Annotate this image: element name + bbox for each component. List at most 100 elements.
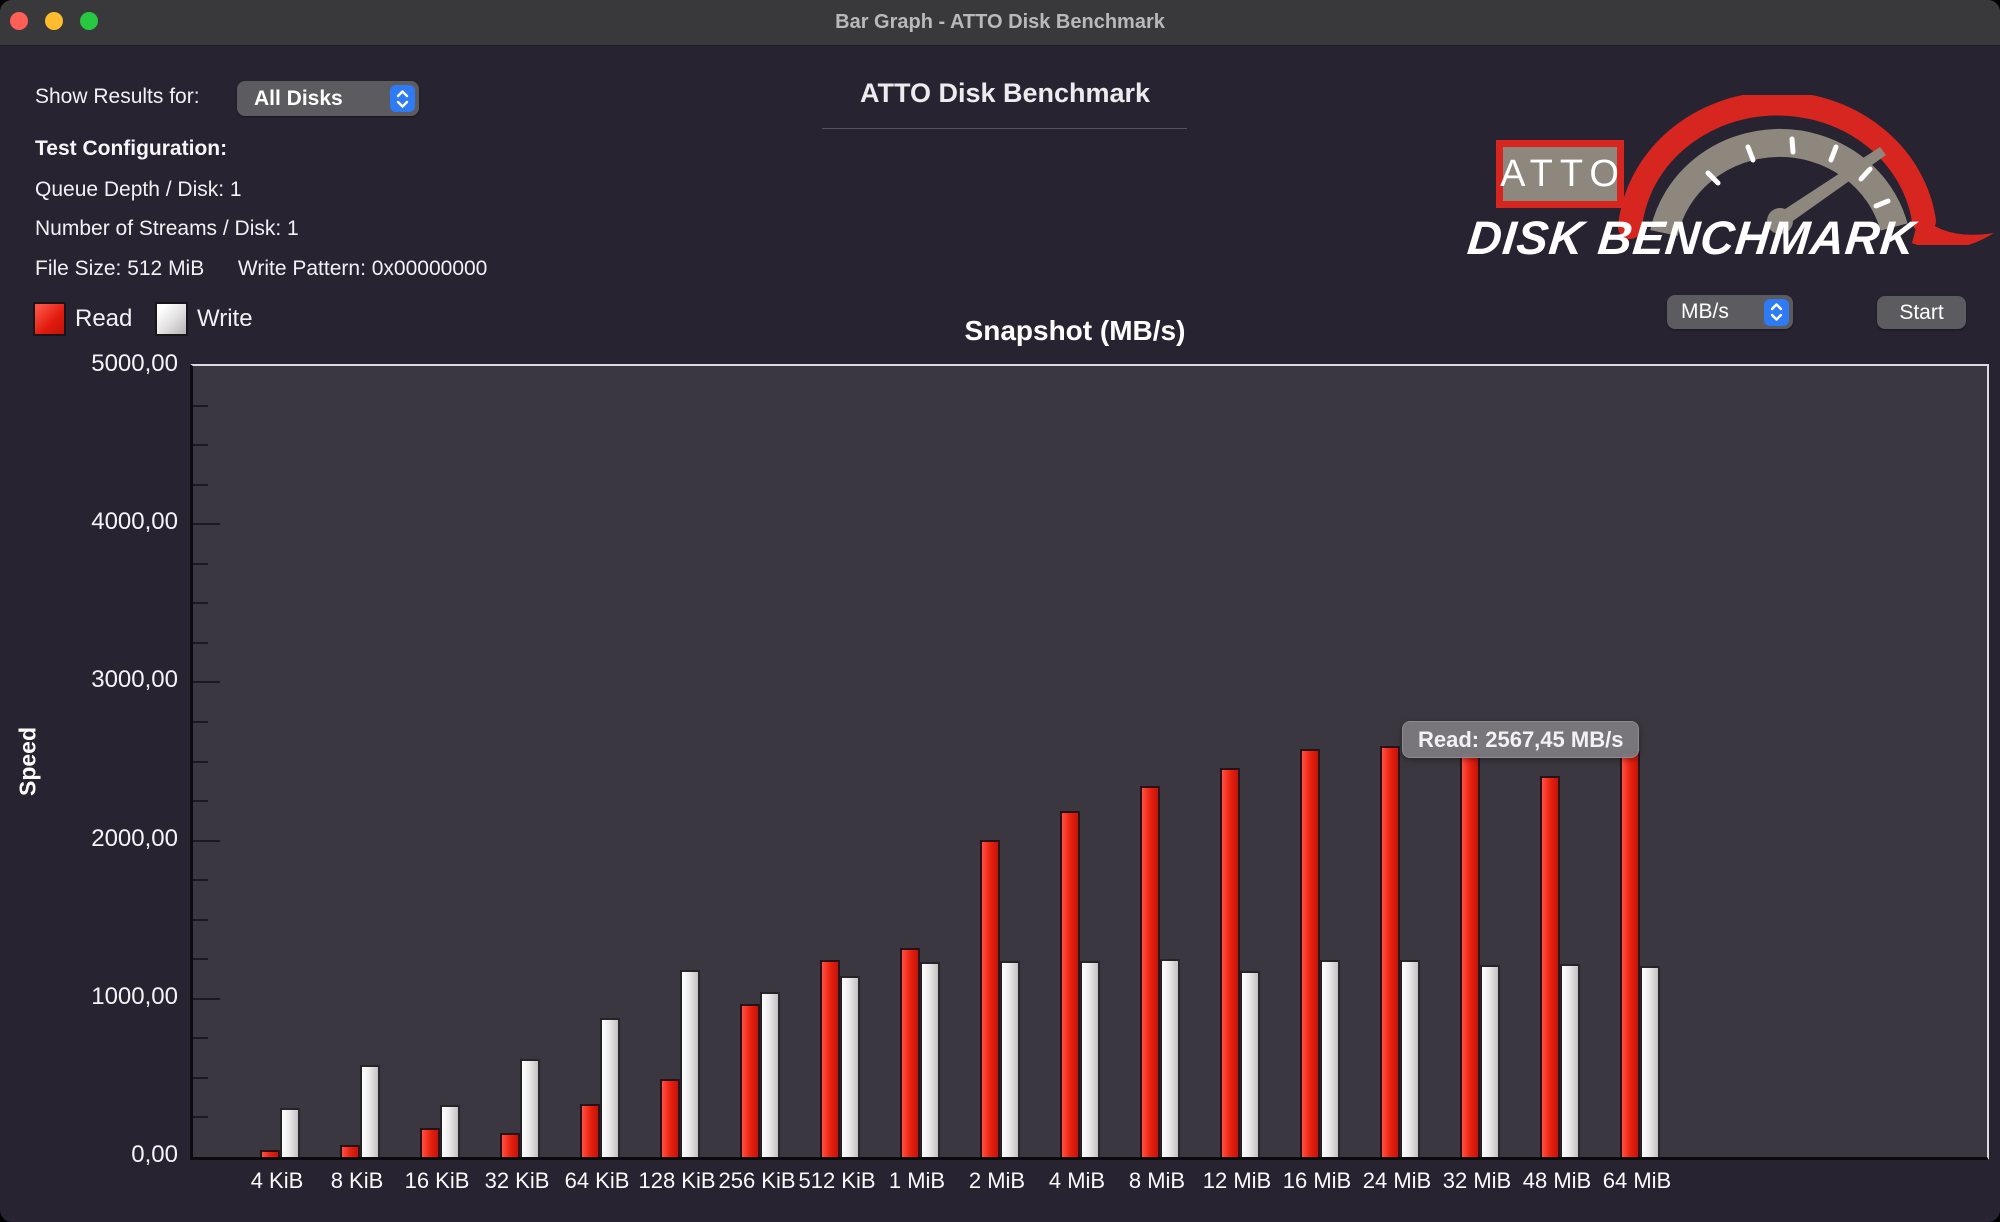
read-bar[interactable]: [1460, 751, 1480, 1157]
title-bar[interactable]: Bar Graph - ATTO Disk Benchmark: [0, 0, 2000, 46]
queue-depth-text: Queue Depth / Disk: 1: [35, 178, 242, 201]
write-pattern-text: Write Pattern: 0x00000000: [237, 257, 488, 280]
y-minor-tick: [193, 720, 208, 723]
x-tick-label: 12 MiB: [1202, 1168, 1272, 1193]
read-bar[interactable]: [820, 960, 840, 1157]
x-tick-label: 256 KiB: [718, 1168, 796, 1193]
y-major-tick: [193, 997, 220, 1000]
y-major-tick: [193, 681, 220, 684]
y-minor-tick: [193, 483, 208, 486]
read-bar[interactable]: [1060, 811, 1080, 1157]
y-minor-tick: [193, 958, 208, 961]
y-minor-tick: [193, 760, 208, 763]
x-tick-label: 16 MiB: [1282, 1168, 1352, 1193]
read-bar[interactable]: [1220, 768, 1240, 1157]
write-bar[interactable]: [1160, 959, 1180, 1157]
write-bar[interactable]: [1320, 960, 1340, 1157]
x-tick-label: 4 MiB: [1048, 1168, 1106, 1193]
read-bar[interactable]: [660, 1079, 680, 1157]
read-bar[interactable]: [420, 1128, 440, 1157]
start-button[interactable]: Start: [1877, 296, 1966, 329]
file-size-row: File Size: 512 MiB Write Pattern: 0x0000…: [35, 257, 487, 281]
y-minor-tick: [193, 641, 208, 644]
disk-selector[interactable]: All Disks: [237, 81, 419, 116]
x-tick-label: 32 MiB: [1442, 1168, 1512, 1193]
x-tick-label: 128 KiB: [638, 1168, 716, 1193]
read-bar[interactable]: [500, 1133, 520, 1157]
write-bar[interactable]: [440, 1105, 460, 1157]
read-bar[interactable]: [1620, 751, 1640, 1157]
write-bar[interactable]: [280, 1108, 300, 1157]
write-bar[interactable]: [1640, 966, 1660, 1157]
write-bar[interactable]: [600, 1018, 620, 1157]
y-minor-tick: [193, 879, 208, 882]
read-bar[interactable]: [1300, 749, 1320, 1157]
write-bar[interactable]: [1080, 961, 1100, 1157]
read-bar[interactable]: [1380, 746, 1400, 1157]
y-minor-tick: [193, 918, 208, 921]
read-bar[interactable]: [1540, 776, 1560, 1157]
heading-divider: [822, 128, 1187, 129]
y-tick-label: 5000,00: [91, 350, 178, 377]
zoom-icon[interactable]: [80, 12, 98, 30]
y-minor-tick: [193, 800, 208, 803]
x-tick-label: 4 KiB: [250, 1168, 304, 1193]
read-bar[interactable]: [980, 840, 1000, 1157]
x-tick-label: 48 MiB: [1522, 1168, 1592, 1193]
write-bar[interactable]: [1240, 971, 1260, 1157]
legend-write: Write: [155, 302, 253, 336]
minimize-icon[interactable]: [45, 12, 63, 30]
y-minor-tick: [193, 444, 208, 447]
x-tick-label: 8 KiB: [330, 1168, 384, 1193]
disk-selector-value: All Disks: [254, 86, 343, 110]
y-tick-label: 0,00: [131, 1141, 178, 1168]
y-minor-tick: [193, 562, 208, 565]
test-config-heading: Test Configuration:: [35, 137, 228, 160]
file-size-text: File Size: 512 MiB: [35, 257, 205, 280]
read-bar[interactable]: [740, 1004, 760, 1157]
y-tick-label: 4000,00: [91, 508, 178, 536]
show-results-label: Show Results for:: [35, 85, 200, 108]
write-bar[interactable]: [1400, 960, 1420, 1157]
x-tick-label: 512 KiB: [798, 1168, 876, 1193]
y-tick-label: 2000,00: [91, 824, 178, 852]
read-swatch-icon: [33, 302, 66, 336]
x-tick-label: 32 KiB: [484, 1168, 550, 1193]
unit-selector-value: MB/s: [1681, 300, 1729, 323]
atto-logo-badge: ATTO: [1496, 140, 1624, 208]
read-bar[interactable]: [580, 1104, 600, 1157]
atto-badge-text: ATTO: [1500, 152, 1626, 195]
write-bar[interactable]: [840, 976, 860, 1157]
read-bar[interactable]: [340, 1145, 360, 1157]
x-tick-label: 24 MiB: [1362, 1168, 1432, 1193]
streams-text: Number of Streams / Disk: 1: [35, 217, 299, 240]
unit-selector[interactable]: MB/s: [1667, 295, 1793, 329]
write-bar[interactable]: [680, 970, 700, 1157]
y-minor-tick: [193, 1116, 208, 1119]
read-bar[interactable]: [260, 1150, 280, 1157]
x-tick-label: 8 MiB: [1128, 1168, 1186, 1193]
logo-wordmark: DISK BENCHMARK: [1465, 211, 1919, 264]
legend-write-label: Write: [197, 305, 253, 332]
write-bar[interactable]: [760, 992, 780, 1157]
x-tick-label: 2 MiB: [968, 1168, 1026, 1193]
read-bar[interactable]: [900, 948, 920, 1157]
write-bar[interactable]: [520, 1059, 540, 1157]
legend-read: Read: [33, 302, 132, 336]
y-minor-tick: [193, 404, 208, 407]
speedometer-icon: [1618, 95, 1994, 245]
write-bar[interactable]: [1560, 964, 1580, 1157]
write-bar[interactable]: [920, 962, 940, 1157]
write-bar[interactable]: [360, 1065, 380, 1157]
y-axis-label: Speed: [14, 726, 41, 797]
x-tick-label: 1 MiB: [888, 1168, 946, 1193]
close-icon[interactable]: [10, 12, 28, 30]
y-major-tick: [193, 839, 220, 842]
y-minor-tick: [193, 1037, 208, 1040]
y-minor-tick: [193, 1076, 208, 1079]
y-minor-tick: [193, 602, 208, 605]
read-bar[interactable]: [1140, 786, 1160, 1157]
write-bar[interactable]: [1000, 961, 1020, 1157]
write-bar[interactable]: [1480, 965, 1500, 1157]
